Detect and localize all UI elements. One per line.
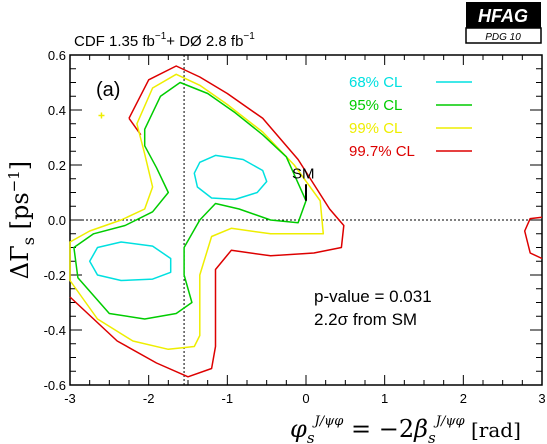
axis-ticks — [69, 54, 543, 386]
x-tick-label: 1 — [381, 391, 388, 406]
x-tick-label: 3 — [538, 391, 545, 406]
y-tick-label: -0.4 — [44, 323, 66, 338]
y-tick-labels: -0.6 -0.4 -0.2 0.0 0.2 0.4 0.6 — [44, 48, 66, 393]
experiments-label: CDF 1.35 fb−1+ DØ 2.8 fb−1 — [74, 31, 255, 50]
y-tick-label: 0.0 — [48, 213, 66, 228]
svg-text:φsJ/ψφ = −2βsJ/ψφ [rad]: φsJ/ψφ = −2βsJ/ψφ [rad] — [290, 414, 521, 444]
legend-label: 99% CL — [349, 120, 402, 137]
panel-label: (a) — [96, 79, 120, 101]
contour-68CL-1 — [88, 241, 172, 282]
pvalue-annotation: p-value = 0.031 — [314, 287, 432, 306]
x-tick-label: 0 — [302, 391, 309, 406]
svg-text:ΔΓs [ps−1]: ΔΓs [ps−1] — [5, 161, 38, 279]
legend-label: 68% CL — [349, 74, 402, 91]
y-tick-label: -0.6 — [44, 378, 66, 393]
contour-68CL-0 — [193, 154, 268, 201]
y-tick-label: 0.4 — [48, 103, 66, 118]
markers: SM — [98, 112, 315, 201]
y-tick-label: -0.2 — [44, 268, 66, 283]
x-tick-label: -1 — [222, 391, 234, 406]
legend: 68% CL 95% CL 99% CL 99.7% CL — [349, 74, 472, 160]
contour-95CL-0 — [73, 81, 307, 320]
sm-label: SM — [292, 166, 315, 183]
y-tick-label: 0.2 — [48, 158, 66, 173]
y-axis-title: ΔΓs [ps−1] — [5, 161, 38, 279]
sigma-annotation: 2.2σ from SM — [314, 310, 417, 329]
contour-997CL-0 — [69, 65, 345, 378]
logo-subtitle: PDG 10 — [485, 32, 521, 43]
x-axis-title: φsJ/ψφ = −2βsJ/ψφ [rad] — [290, 414, 521, 444]
x-tick-label: 2 — [460, 391, 467, 406]
reference-lines — [70, 55, 542, 385]
y-tick-label: 0.6 — [48, 48, 66, 63]
hfag-logo: HFAG PDG 10 — [465, 2, 542, 44]
logo-title: HFAG — [478, 6, 528, 26]
x-tick-labels: -3 -2 -1 0 1 2 3 — [64, 391, 545, 406]
legend-label: 95% CL — [349, 97, 402, 114]
x-tick-label: -3 — [64, 391, 76, 406]
x-tick-label: -2 — [143, 391, 155, 406]
contour-99CL-0 — [69, 73, 325, 351]
contour-997CL-1 — [523, 216, 543, 260]
contour-series — [69, 65, 543, 378]
legend-label: 99.7% CL — [349, 143, 415, 160]
